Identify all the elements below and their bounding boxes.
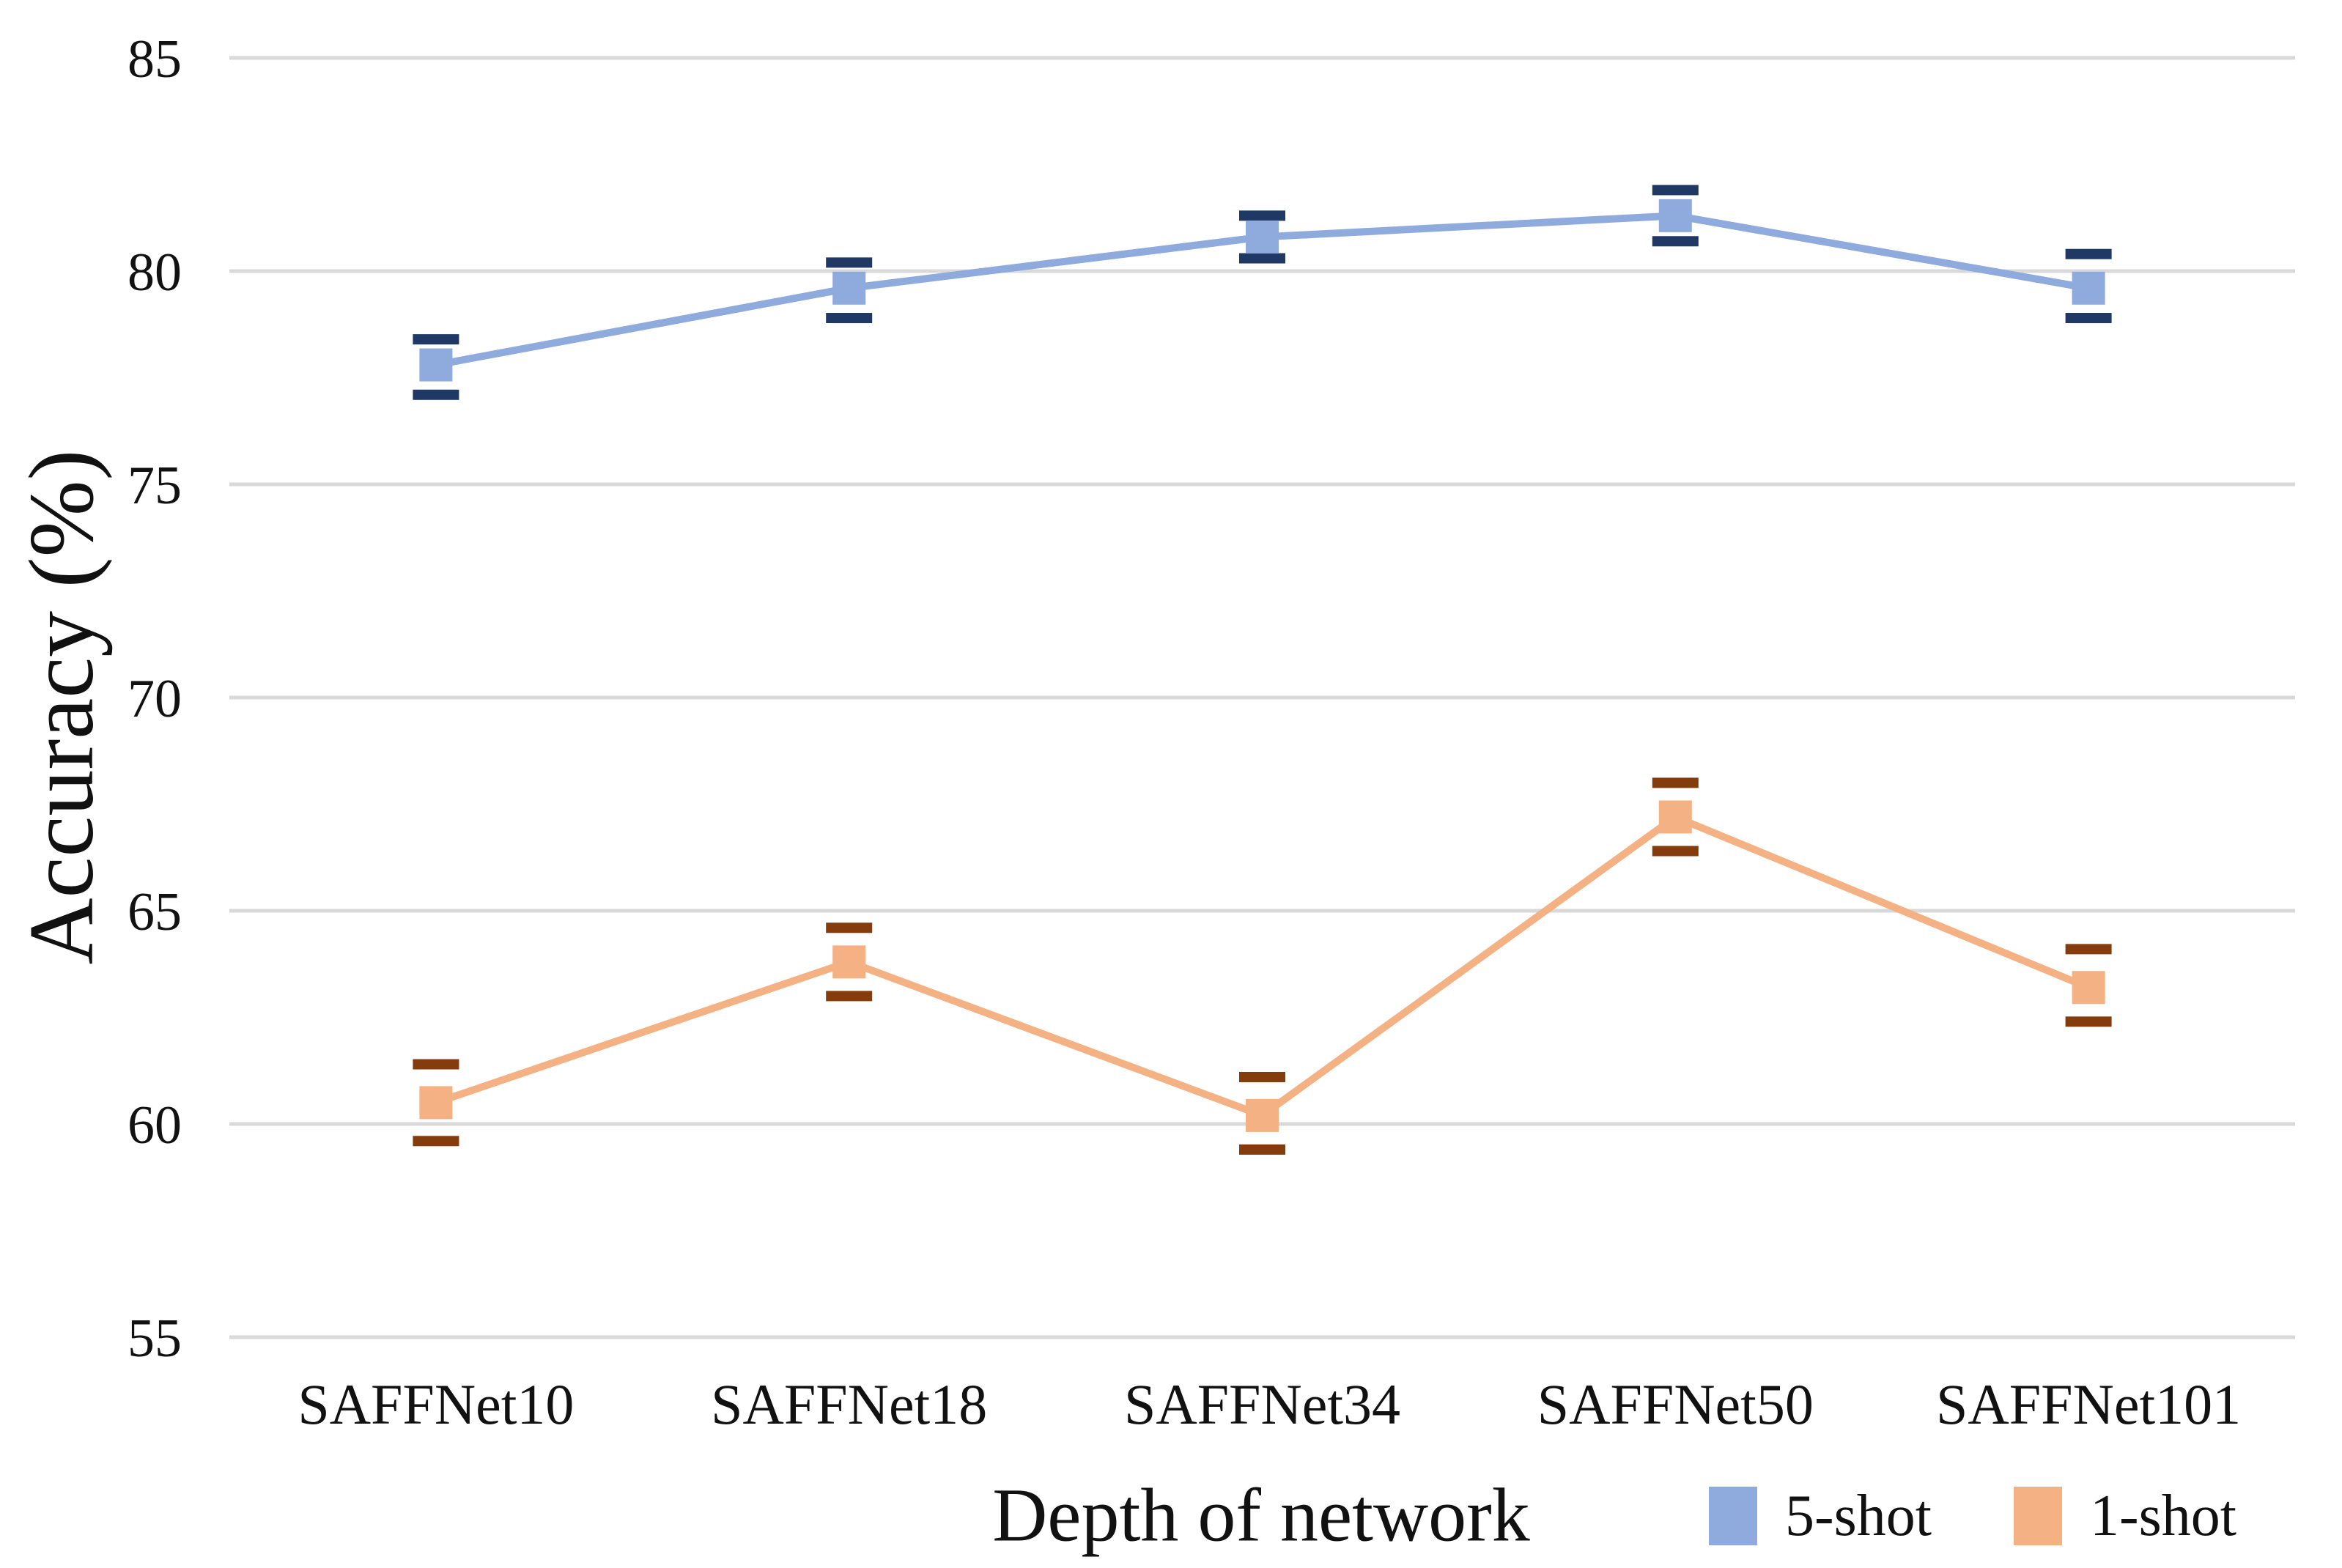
y-tick-label-60: 60 bbox=[128, 1095, 182, 1155]
error-cap-upper-1-shot-SAFFNet50 bbox=[1652, 777, 1699, 788]
y-tick-label-65: 65 bbox=[128, 882, 182, 942]
error-cap-upper-1-shot-SAFFNet34 bbox=[1239, 1071, 1285, 1082]
legend-swatch-5-shot bbox=[1709, 1487, 1757, 1545]
y-tick-label-55: 55 bbox=[128, 1309, 182, 1369]
error-cap-upper-1-shot-SAFFNet10 bbox=[413, 1059, 459, 1070]
error-cap-lower-5-shot-SAFFNet10 bbox=[413, 389, 459, 400]
marker-1-shot-SAFFNet34 bbox=[1246, 1098, 1279, 1132]
error-cap-upper-5-shot-SAFFNet18 bbox=[826, 257, 873, 268]
marker-1-shot-SAFFNet50 bbox=[1658, 800, 1692, 834]
marker-1-shot-SAFFNet18 bbox=[832, 945, 866, 979]
x-tick-label-SAFFNet18: SAFFNet18 bbox=[711, 1372, 987, 1436]
error-cap-upper-1-shot-SAFFNet101 bbox=[2065, 944, 2112, 955]
error-cap-lower-5-shot-SAFFNet34 bbox=[1239, 253, 1285, 264]
error-cap-lower-1-shot-SAFFNet101 bbox=[2065, 1016, 2112, 1027]
error-cap-lower-1-shot-SAFFNet18 bbox=[826, 991, 873, 1002]
error-cap-upper-5-shot-SAFFNet101 bbox=[2065, 248, 2112, 259]
legend-label-5-shot: 5-shot bbox=[1785, 1484, 1932, 1548]
error-cap-lower-1-shot-SAFFNet50 bbox=[1652, 846, 1699, 857]
marker-5-shot-SAFFNet18 bbox=[832, 271, 866, 305]
y-tick-label-70: 70 bbox=[128, 669, 182, 729]
x-axis-title: Depth of network bbox=[992, 1473, 1530, 1558]
error-cap-upper-5-shot-SAFFNet10 bbox=[413, 334, 459, 345]
legend-swatch-1-shot bbox=[2014, 1487, 2062, 1545]
error-cap-upper-5-shot-SAFFNet50 bbox=[1652, 185, 1699, 196]
y-tick-label-85: 85 bbox=[128, 29, 182, 89]
legend-label-1-shot: 1-shot bbox=[2090, 1484, 2236, 1548]
y-tick-label-75: 75 bbox=[128, 456, 182, 516]
x-tick-label-SAFFNet101: SAFFNet101 bbox=[1936, 1372, 2241, 1436]
error-cap-lower-1-shot-SAFFNet10 bbox=[413, 1136, 459, 1147]
error-cap-upper-1-shot-SAFFNet18 bbox=[826, 922, 873, 933]
x-tick-label-SAFFNet34: SAFFNet34 bbox=[1124, 1372, 1400, 1436]
error-cap-lower-5-shot-SAFFNet18 bbox=[826, 313, 873, 324]
error-cap-upper-5-shot-SAFFNet34 bbox=[1239, 210, 1285, 221]
series-line-1-shot bbox=[435, 813, 2091, 1120]
x-tick-label-SAFFNet10: SAFFNet10 bbox=[298, 1372, 574, 1436]
marker-5-shot-SAFFNet50 bbox=[1658, 199, 1692, 232]
marker-1-shot-SAFFNet101 bbox=[2072, 971, 2105, 1005]
error-cap-lower-5-shot-SAFFNet101 bbox=[2065, 313, 2112, 324]
marker-1-shot-SAFFNet10 bbox=[419, 1086, 453, 1120]
error-cap-lower-5-shot-SAFFNet50 bbox=[1652, 236, 1699, 247]
x-tick-label-SAFFNet50: SAFFNet50 bbox=[1537, 1372, 1814, 1436]
error-cap-lower-1-shot-SAFFNet34 bbox=[1239, 1144, 1285, 1155]
marker-5-shot-SAFFNet10 bbox=[419, 348, 453, 382]
y-tick-label-80: 80 bbox=[128, 243, 182, 303]
y-axis-title: Accuracy (%) bbox=[11, 449, 113, 965]
marker-5-shot-SAFFNet101 bbox=[2072, 271, 2105, 305]
marker-5-shot-SAFFNet34 bbox=[1246, 220, 1279, 254]
legend: 5-shot 1-shot bbox=[1709, 1486, 2236, 1546]
